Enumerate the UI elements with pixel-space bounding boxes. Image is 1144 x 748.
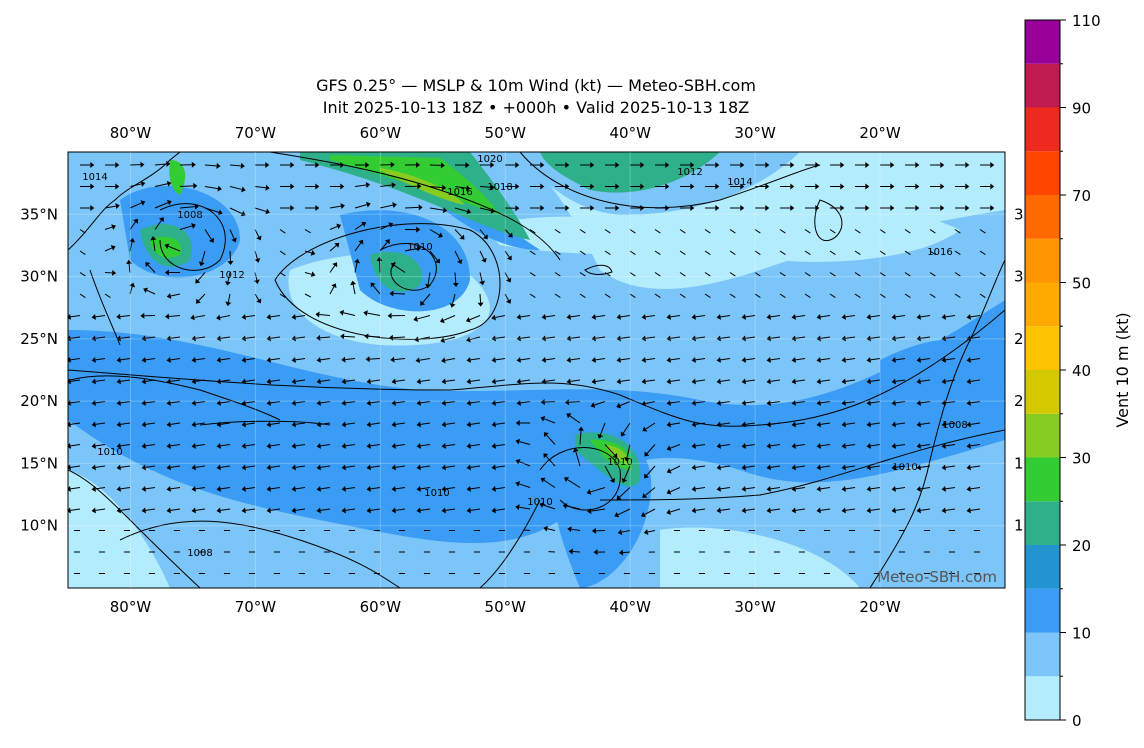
- colorbar-segment: [1025, 633, 1060, 677]
- arrow-shaft: [523, 530, 530, 531]
- colorbar-segment: [1025, 589, 1060, 633]
- lat-label-left: 25°N: [20, 330, 58, 348]
- map-area: 1014 1020 1012 1014 1016 1018 1008 1010 1012 1010…: [67, 152, 1005, 588]
- colorbar-segment: [1025, 108, 1060, 152]
- colorbar-segment: [1025, 545, 1060, 589]
- lat-label-left: 15°N: [20, 454, 58, 472]
- isobar-label: 1008: [177, 210, 202, 221]
- lon-label-bottom: 50°W: [485, 598, 527, 616]
- lon-label-top: 80°W: [110, 124, 152, 142]
- arrow-shaft: [393, 293, 405, 294]
- isobar-label: 1010: [97, 447, 122, 458]
- colorbar-tick-label: 0: [1072, 712, 1082, 730]
- colorbar-tick-label: 70: [1072, 187, 1091, 205]
- colorbar-segment: [1025, 283, 1060, 327]
- arrow-shaft: [393, 337, 405, 338]
- arrow-shaft: [623, 552, 630, 553]
- lat-label-left: 10°N: [20, 517, 58, 535]
- lon-label-top: 30°W: [734, 124, 776, 142]
- colorbar-segment: [1025, 195, 1060, 239]
- arrow-shaft: [370, 359, 380, 360]
- lat-label-left: 30°N: [20, 268, 58, 286]
- colorbar-segment: [1025, 239, 1060, 283]
- colorbar-segment: [1025, 20, 1060, 64]
- colorbar-tick-label: 20: [1072, 537, 1091, 555]
- arrow-shaft: [344, 336, 355, 337]
- colorbar: 0 10 20 30 40 50 70 90 110: [1025, 12, 1101, 730]
- lon-label-bottom: 70°W: [235, 598, 277, 616]
- isobar-label: 1012: [219, 270, 244, 281]
- lat-label-left: 20°N: [20, 392, 58, 410]
- colorbar-segment: [1025, 64, 1060, 108]
- isobar-label: 1008: [942, 420, 967, 431]
- lon-label-top: 50°W: [485, 124, 527, 142]
- colorbar-tick-label: 40: [1072, 362, 1091, 380]
- lat-label-left: 35°N: [20, 205, 58, 223]
- isobar-label: 1010: [607, 457, 632, 468]
- arrow-shaft: [405, 207, 419, 208]
- arrow-shaft: [368, 336, 380, 337]
- lon-label-top: 60°W: [360, 124, 402, 142]
- isobar-label: 1012: [677, 167, 702, 178]
- colorbar-tick-label: 10: [1072, 625, 1091, 643]
- colorbar-tick-label: 90: [1072, 100, 1091, 118]
- isobar-label: 1018: [487, 182, 512, 193]
- colorbar-segment: [1025, 501, 1060, 545]
- lon-label-top: 20°W: [859, 124, 901, 142]
- lon-label-top: 40°W: [609, 124, 651, 142]
- lon-label-bottom: 80°W: [110, 598, 152, 616]
- colorbar-segment: [1025, 326, 1060, 370]
- colorbar-tick-label: 30: [1072, 450, 1091, 468]
- isobar-label: 1010: [527, 497, 552, 508]
- subtitle: Init 2025-10-13 18Z • +000h • Valid 2025…: [323, 98, 749, 117]
- arrow-shaft: [480, 294, 481, 303]
- colorbar-segment: [1025, 151, 1060, 195]
- lon-label-bottom: 30°W: [734, 598, 776, 616]
- colorbar-segment: [1025, 414, 1060, 458]
- isobar-label: 1008: [187, 548, 212, 559]
- isobar-label: 1016: [927, 247, 952, 258]
- isobar-label: 1016: [447, 187, 472, 198]
- lon-label-bottom: 20°W: [859, 598, 901, 616]
- lon-label-top: 70°W: [235, 124, 277, 142]
- isobar-label: 1010: [407, 242, 432, 253]
- isobar-label: 1010: [424, 488, 449, 499]
- arrow-shaft: [180, 186, 193, 187]
- colorbar-tick-label: 110: [1072, 12, 1101, 30]
- isobar-label: 1020: [477, 154, 502, 165]
- colorbar-segment: [1025, 676, 1060, 720]
- isobar-label: 1014: [727, 177, 752, 188]
- lon-label-bottom: 60°W: [360, 598, 402, 616]
- title: GFS 0.25° — MSLP & 10m Wind (kt) — Meteo…: [316, 76, 756, 95]
- colorbar-segment: [1025, 458, 1060, 502]
- isobar-label: 1014: [82, 172, 107, 183]
- colorbar-label: Vent 10 m (kt): [1113, 312, 1132, 427]
- lon-label-bottom: 40°W: [609, 598, 651, 616]
- colorbar-segment: [1025, 370, 1060, 414]
- watermark: Meteo-SBH.com: [877, 568, 997, 586]
- colorbar-tick-label: 50: [1072, 275, 1091, 293]
